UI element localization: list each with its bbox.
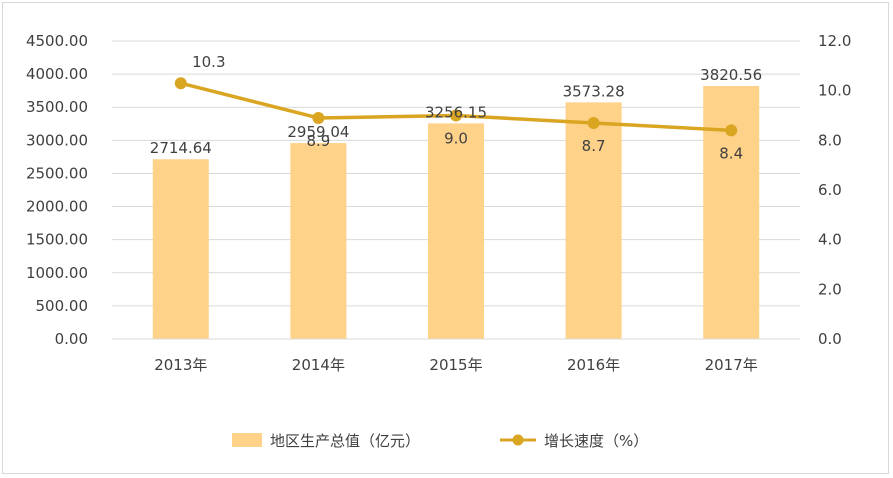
bar-data-label: 3256.15 [425, 103, 487, 121]
bar-data-label: 2714.64 [150, 139, 212, 157]
line-data-labels: 10.3 8.9 9.0 8.7 8.4 [192, 53, 743, 162]
x-axis-tick-label: 2014年 [292, 356, 345, 374]
right-axis-tick-label: 6.0 [818, 181, 842, 199]
right-axis-tick-label: 12.0 [818, 32, 851, 50]
line-data-label: 8.7 [582, 137, 606, 155]
left-axis-tick-label: 1000.00 [26, 264, 88, 282]
legend-bar-swatch [232, 433, 262, 447]
line-marker [312, 111, 325, 124]
legend-line-marker [512, 434, 524, 446]
line-series [174, 77, 738, 137]
bar-data-label: 2959.04 [287, 123, 349, 141]
bar-data-label: 3573.28 [563, 82, 625, 100]
line-data-label: 8.9 [306, 132, 330, 150]
right-axis-tick-label: 8.0 [818, 131, 842, 149]
left-axis-tick-label: 500.00 [36, 297, 89, 315]
right-axis: 0.0 2.0 4.0 6.0 8.0 10.0 12.0 [818, 32, 851, 348]
bar [152, 159, 209, 339]
x-axis-tick-label: 2013年 [154, 356, 207, 374]
x-axis-tick-label: 2016年 [567, 356, 620, 374]
bar [565, 102, 622, 339]
line-data-label: 8.4 [719, 144, 743, 162]
line-marker [450, 109, 462, 122]
left-axis: 0.00 500.00 1000.00 1500.00 2000.00 2500.00 30… [26, 32, 88, 348]
legend: 地区生产总值（亿元） 增长速度（%） [232, 432, 648, 450]
bar [703, 85, 760, 340]
legend-bar-label: 地区生产总值（亿元） [270, 432, 420, 450]
right-axis-tick-label: 0.0 [818, 330, 842, 348]
bar-data-label: 3820.56 [700, 66, 762, 84]
bar-data-labels: 2714.64 2959.04 3256.15 3573.28 3820.56 [150, 66, 762, 157]
line-data-label: 10.3 [192, 53, 225, 71]
left-axis-tick-label: 2500.00 [26, 164, 88, 182]
left-axis-tick-label: 2000.00 [26, 198, 88, 216]
right-axis-tick-label: 10.0 [818, 82, 851, 100]
x-axis-tick-label: 2015年 [429, 356, 482, 374]
bar [290, 143, 347, 339]
right-axis-tick-label: 2.0 [818, 280, 842, 298]
left-axis-tick-label: 4000.00 [26, 65, 88, 83]
x-axis-tick-label: 2017年 [705, 356, 758, 374]
left-axis-tick-label: 0.00 [55, 330, 88, 348]
line-marker [174, 77, 187, 90]
line-data-label: 9.0 [444, 130, 468, 148]
right-axis-tick-label: 4.0 [818, 231, 842, 249]
bar-series [152, 85, 760, 340]
x-axis: 2013年 2014年 2015年 2016年 2017年 [112, 338, 800, 374]
left-axis-tick-label: 4500.00 [26, 32, 88, 50]
bar [428, 123, 484, 339]
left-axis-tick-label: 1500.00 [26, 231, 88, 249]
left-axis-tick-label: 3500.00 [26, 98, 88, 116]
left-axis-tick-label: 3000.00 [26, 131, 88, 149]
line-marker [725, 124, 738, 137]
line-marker [587, 116, 600, 129]
legend-line-label: 增长速度（%） [544, 432, 648, 450]
